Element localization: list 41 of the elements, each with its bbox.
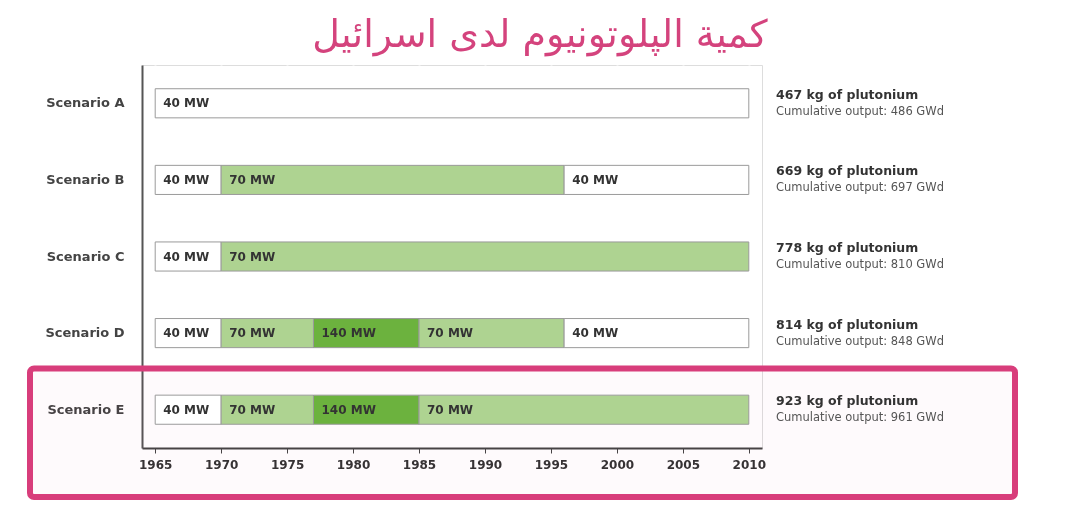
text: 40 MW bbox=[163, 172, 210, 187]
x-tick-label: 2005 bbox=[666, 457, 701, 472]
text: 923 kg of plutonium bbox=[776, 393, 919, 409]
x-tick-label: 1970 bbox=[204, 457, 239, 472]
text: 70 MW bbox=[229, 249, 276, 264]
x-tick-label: 2010 bbox=[732, 457, 767, 472]
x-tick-label: 1965 bbox=[138, 457, 173, 472]
text: 140 MW bbox=[321, 402, 376, 417]
series-label: 70 MW bbox=[427, 326, 474, 341]
y-tick-label: Scenario E bbox=[47, 401, 125, 417]
x-tick-label: 1985 bbox=[402, 457, 437, 472]
text: 40 MW bbox=[572, 172, 619, 187]
x-tick-label: 1990 bbox=[468, 457, 503, 472]
text: 40 MW bbox=[163, 96, 210, 111]
y-tick-label: Scenario B bbox=[46, 171, 125, 187]
series-label: 40 MW bbox=[163, 326, 210, 341]
series-label: 40 MW bbox=[572, 326, 619, 341]
text: 40 MW bbox=[163, 249, 210, 264]
y-tick-label: Scenario C bbox=[46, 248, 125, 264]
text: 70 MW bbox=[427, 402, 474, 417]
y-tick-label: Scenario D bbox=[45, 325, 125, 341]
series-label: 70 MW bbox=[229, 326, 276, 341]
text: Cumulative output: 848 GWd bbox=[776, 333, 944, 348]
text: 70 MW bbox=[229, 402, 276, 417]
x-tick-label: 2000 bbox=[600, 457, 635, 472]
chart-title: كمية الپلوتونيوم لدى اسرائيل bbox=[312, 12, 769, 57]
text: 669 kg of plutonium bbox=[776, 163, 919, 179]
x-tick-label: 1995 bbox=[534, 457, 569, 472]
y-tick-label: Scenario A bbox=[46, 95, 125, 111]
text: 70 MW bbox=[229, 172, 276, 187]
x-tick-label: 1975 bbox=[270, 457, 305, 472]
text: Cumulative output: 810 GWd bbox=[776, 257, 944, 271]
text: 814 kg of plutonium bbox=[776, 316, 919, 332]
text: Cumulative output: 961 GWd bbox=[776, 410, 944, 425]
text: 778 kg of plutonium bbox=[776, 240, 919, 255]
text: Cumulative output: 486 GWd bbox=[776, 103, 944, 118]
text: 40 MW bbox=[163, 402, 210, 417]
text: Cumulative output: 697 GWd bbox=[776, 180, 944, 195]
series-label: 140 MW bbox=[321, 326, 376, 341]
text: 467 kg of plutonium bbox=[776, 86, 919, 102]
x-tick-label: 1980 bbox=[336, 457, 371, 472]
